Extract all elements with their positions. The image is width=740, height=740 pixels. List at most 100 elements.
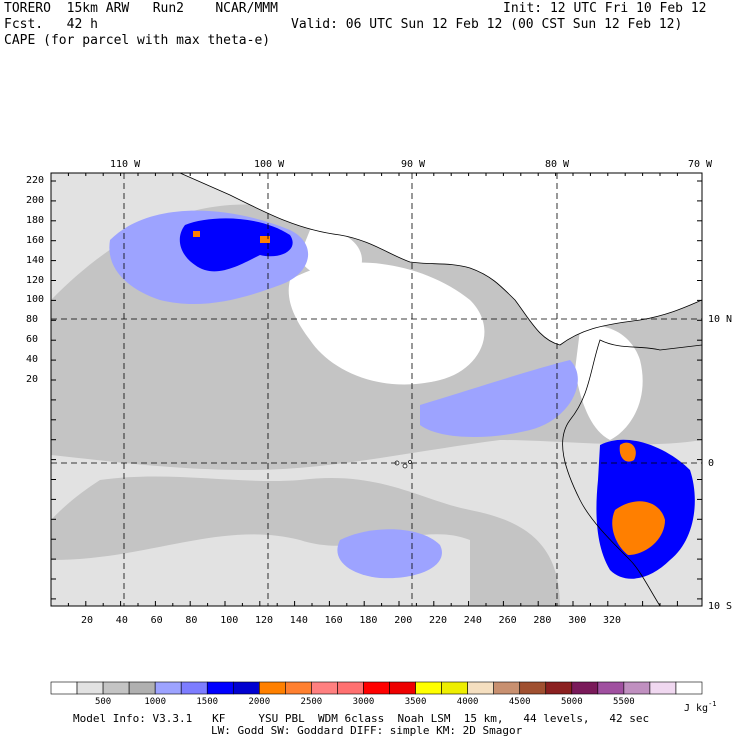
colorbar-label: 4500 <box>508 697 531 707</box>
colorbar-label: 5000 <box>560 697 583 707</box>
colorbar-label: 2000 <box>248 697 271 707</box>
colorbar-swatch <box>363 681 390 695</box>
colorbar-label: 5500 <box>613 697 635 707</box>
axis-ticks <box>50 173 702 606</box>
forecast-hour: Fcst. 42 h <box>4 17 98 32</box>
y-tick-label: 160 <box>26 234 45 246</box>
lat-label-10n: 10 N <box>708 314 733 325</box>
x-tick-label: 40 <box>115 615 128 626</box>
x-tick-label: 140 <box>289 615 308 626</box>
lat-label-0: 0 <box>708 458 715 469</box>
lon-label-110w: 110 W <box>110 159 141 170</box>
x-tick-label: 220 <box>429 615 448 626</box>
colorbar-swatch <box>259 681 286 695</box>
y-tick-label: 220 <box>26 175 45 186</box>
colorbar <box>50 681 703 695</box>
lon-label-70w: 70 W <box>688 159 713 170</box>
colorbar-swatch <box>76 681 104 695</box>
units-exponent: -1 <box>708 700 717 708</box>
y-tick-label: 40 <box>26 354 39 366</box>
cape-low-north <box>300 229 362 278</box>
lon-label-80w: 80 W <box>545 159 570 170</box>
model-info-physics: LW: Godd SW: Goddard DIFF: simple KM: 2D… <box>211 724 523 737</box>
colorbar-swatch <box>649 681 677 695</box>
colorbar-label: 1000 <box>144 697 166 707</box>
galapagos-2 <box>402 463 408 469</box>
colorbar-swatch <box>50 681 78 695</box>
lat-label-10s: 10 S <box>708 601 733 612</box>
lon-label-90w: 90 W <box>401 159 426 170</box>
cape-south-blue <box>337 529 442 579</box>
x-tick-label: 80 <box>185 615 198 626</box>
cape-north-core <box>179 218 293 272</box>
colorbar-label: 3000 <box>352 697 375 707</box>
colorbar-swatch <box>597 681 625 695</box>
colorbar-label: 4000 <box>456 697 479 707</box>
y-tick-label: 200 <box>26 194 45 206</box>
field-name: CAPE (for parcel with max theta-e) <box>4 33 271 48</box>
cape-east-blue <box>420 360 578 437</box>
colorbar-swatch <box>102 681 130 695</box>
x-tick-label: 120 <box>255 615 274 626</box>
x-tick-label: 240 <box>463 615 482 626</box>
colorbar-swatch <box>337 681 364 695</box>
colorbar-swatch <box>441 681 468 695</box>
colorbar-swatch <box>493 681 521 695</box>
units-text: J kg <box>684 703 709 714</box>
y-tick-label: 180 <box>26 214 45 226</box>
y-tick-label: 120 <box>26 274 45 286</box>
graticule <box>51 173 702 606</box>
cape-se-peak <box>612 501 665 555</box>
lon-label-100w: 100 W <box>254 159 285 170</box>
y-tick-label: 80 <box>26 314 39 326</box>
colorbar-swatch <box>571 681 599 695</box>
colorbar-swatch <box>180 681 208 695</box>
x-tick-label: 260 <box>498 615 517 626</box>
cape-se-peak-north <box>619 442 636 462</box>
colorbar-label: 2500 <box>300 697 323 707</box>
central-america-land <box>179 173 702 346</box>
colorbar-swatch <box>623 681 651 695</box>
y-tick-label: 20 <box>26 374 39 385</box>
south-america-coast <box>562 339 702 606</box>
galapagos-3 <box>408 460 412 464</box>
colorbar-label: 500 <box>94 697 112 707</box>
colorbar-swatch <box>519 681 547 695</box>
colorbar-swatch <box>389 681 416 695</box>
map-frame <box>50 172 703 607</box>
model-title: TORERO 15km ARW Run2 NCAR/MMM <box>4 1 278 16</box>
colorbar-swatch <box>128 681 156 695</box>
colorbar-label: 3500 <box>404 697 427 707</box>
y-tick-label: 140 <box>26 254 45 266</box>
x-tick-label: 200 <box>394 615 413 626</box>
x-tick-label: 280 <box>533 615 552 626</box>
y-tick-label: 100 <box>26 294 45 306</box>
colorbar-swatch <box>545 681 573 695</box>
colorbar-swatch <box>154 681 182 695</box>
colorbar-units: J kg-1 <box>684 697 717 716</box>
colorbar-swatch <box>285 681 312 695</box>
x-tick-label: 160 <box>324 615 343 626</box>
x-tick-label: 320 <box>603 615 622 626</box>
valid-time: Valid: 06 UTC Sun 12 Feb 12 (00 CST Sun … <box>291 17 683 32</box>
init-time: Init: 12 UTC Fri 10 Feb 12 <box>503 1 707 16</box>
colorbar-swatch <box>311 681 338 695</box>
model-info: Model Info: V3.3.1 KF YSU PBL WDM 6class… <box>73 712 650 725</box>
colorbar-swatch <box>675 681 703 695</box>
cape-swirl-low <box>288 262 485 385</box>
colorbar-swatch <box>467 681 494 695</box>
x-tick-label: 60 <box>150 615 163 626</box>
cape-low-east <box>575 326 643 440</box>
colorbar-swatch <box>415 681 442 695</box>
cape-field <box>51 173 702 606</box>
colorbar-swatch <box>232 681 260 695</box>
cape-north-peak-a <box>193 231 200 237</box>
x-tick-label: 180 <box>359 615 378 626</box>
x-tick-label: 100 <box>220 615 239 626</box>
colorbar-label: 1500 <box>196 697 219 707</box>
x-tick-label: 20 <box>81 615 94 626</box>
y-tick-label: 60 <box>26 334 39 346</box>
x-tick-label: 300 <box>568 615 587 626</box>
cape-north-peak-b <box>260 236 270 243</box>
